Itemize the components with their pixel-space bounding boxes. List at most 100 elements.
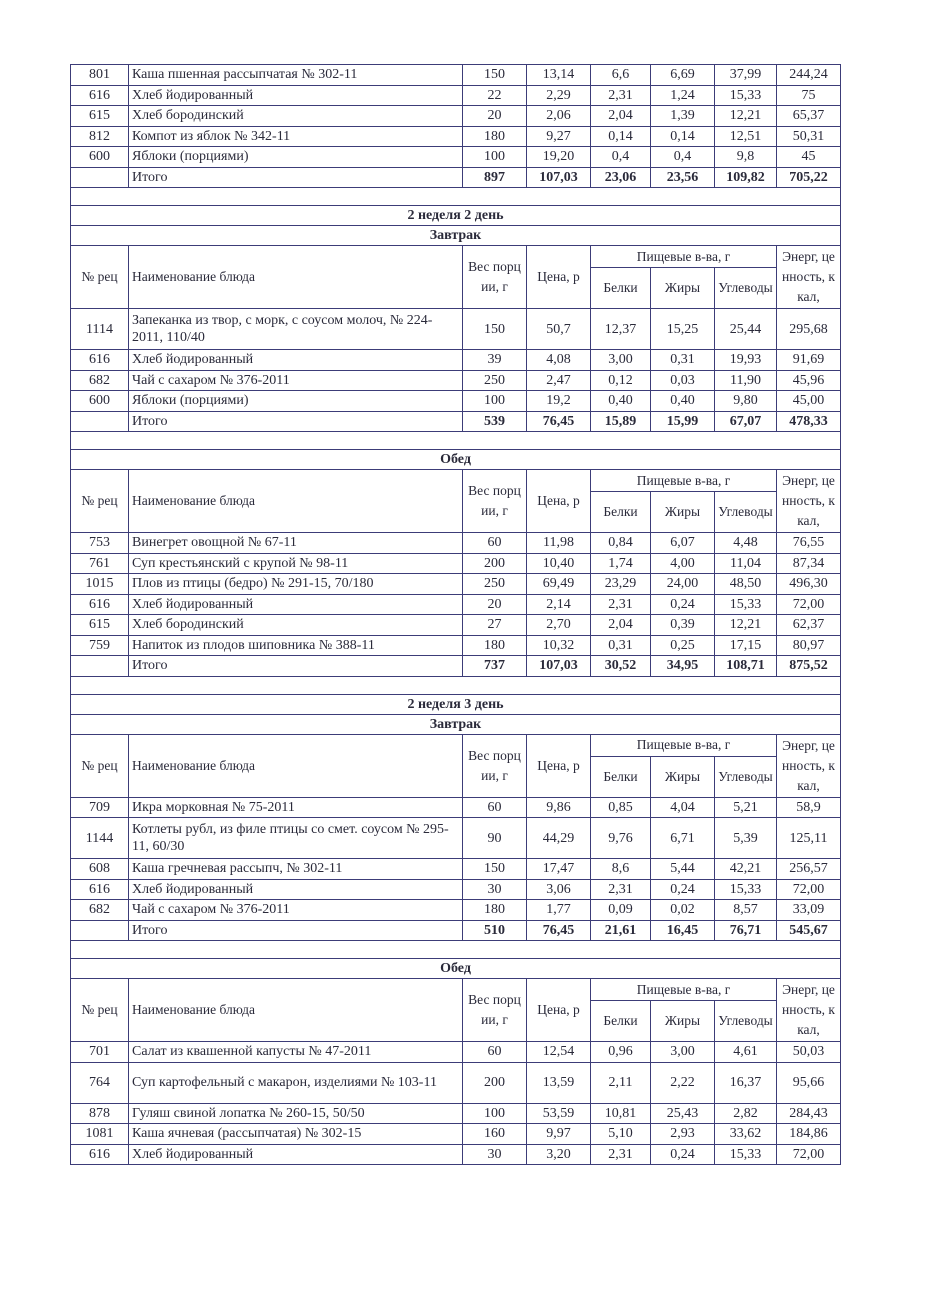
header-price: Цена, р xyxy=(526,245,591,309)
recipe-code-cell: 701 xyxy=(70,1041,129,1063)
header-carbs: Углеводы xyxy=(714,755,777,798)
header-weight: Вес порции, г xyxy=(462,978,527,1042)
protein-cell: 1,74 xyxy=(590,552,651,574)
price-cell: 4,08 xyxy=(526,349,591,371)
recipe-code-cell: 600 xyxy=(70,146,129,168)
recipe-code-cell: 608 xyxy=(70,858,129,880)
header-name: Наименование блюда xyxy=(128,733,463,798)
protein-cell: 21,61 xyxy=(590,919,651,941)
price-cell: 10,32 xyxy=(526,634,591,656)
portion-weight-cell: 200 xyxy=(462,552,527,574)
header-name: Наименование блюда xyxy=(128,469,463,533)
recipe-code-cell: 616 xyxy=(70,1143,129,1165)
table-row: 682 Чай с сахаром № 376-2011 180 1,77 0,09 0,… xyxy=(70,899,841,921)
menu-table: 801 Каша пшенная рассыпчатая № 302-11 150 1… xyxy=(70,64,841,1165)
price-cell: 19,2 xyxy=(526,390,591,412)
recipe-code-cell xyxy=(70,919,129,941)
energy-cell: 50,31 xyxy=(776,125,841,147)
carbs-cell: 108,71 xyxy=(714,655,777,677)
recipe-code-cell: 1015 xyxy=(70,573,129,595)
meal-title-row: Завтрак xyxy=(70,225,841,246)
header-nutrients: Пищевые в-ва, г xyxy=(590,733,777,757)
protein-cell: 2,11 xyxy=(590,1061,651,1104)
dish-name-cell: Суп крестьянский с крупой № 98-11 xyxy=(128,552,463,574)
table-row: 878 Гуляш свиной лопатка № 260-15, 50/50 1… xyxy=(70,1102,841,1124)
recipe-code-cell: 801 xyxy=(70,64,129,86)
protein-cell: 0,40 xyxy=(590,390,651,412)
table-row: 1114 Запеканка из твор, с морк, с соусом … xyxy=(70,308,841,350)
recipe-code-cell: 759 xyxy=(70,634,129,656)
fat-cell: 0,02 xyxy=(650,899,715,921)
carbs-cell: 17,15 xyxy=(714,634,777,656)
recipe-code-cell: 1081 xyxy=(70,1123,129,1145)
fat-cell: 4,04 xyxy=(650,796,715,818)
dish-name-cell: Каша пшенная рассыпчатая № 302-11 xyxy=(128,64,463,86)
meal-title: Завтрак xyxy=(70,713,841,735)
day-title-row: 2 неделя 3 день xyxy=(70,693,841,715)
dish-name-cell: Хлеб йодированный xyxy=(128,349,463,371)
fat-cell: 23,56 xyxy=(650,166,715,188)
table-row: 616 Хлеб йодированный 20 2,14 2,31 0,24 15,33 7… xyxy=(70,593,841,615)
portion-weight-cell: 250 xyxy=(462,369,527,391)
meal-title: Обед xyxy=(70,958,841,979)
table-row: 801 Каша пшенная рассыпчатая № 302-11 150 1… xyxy=(70,64,841,86)
fat-cell: 34,95 xyxy=(650,655,715,677)
portion-weight-cell: 60 xyxy=(462,796,527,818)
price-cell: 3,06 xyxy=(526,878,591,900)
column-subheader-row: Белки Жиры Углеводы xyxy=(71,491,841,533)
header-name: Наименование блюда xyxy=(128,245,463,309)
header-energy: Энерг, ценность, ккал, xyxy=(776,978,841,1042)
column-header-row: № рец Наименование блюда Вес порции, г Цена… xyxy=(70,978,841,1042)
price-cell: 2,29 xyxy=(526,84,591,106)
energy-cell: 62,37 xyxy=(776,614,841,636)
portion-weight-cell: 100 xyxy=(462,146,527,168)
spacer-cell xyxy=(70,431,841,450)
header-carbs: Углеводы xyxy=(714,267,777,309)
table-row: 600 Яблоки (порциями) 100 19,2 0,40 0,40 9,80 4… xyxy=(70,390,841,412)
table-row: 615 Хлеб бородинский 27 2,70 2,04 0,39 12,21 62… xyxy=(70,614,841,636)
portion-weight-cell: 60 xyxy=(462,532,527,554)
carbs-cell: 19,93 xyxy=(714,349,777,371)
table-row: 1081 Каша ячневая (рассыпчатая) № 302-15 1… xyxy=(70,1123,841,1145)
dish-name-cell: Плов из птицы (бедро) № 291-15, 70/180 xyxy=(128,573,463,595)
protein-cell: 6,6 xyxy=(590,64,651,86)
fat-cell: 6,07 xyxy=(650,532,715,554)
recipe-code-cell: 812 xyxy=(70,125,129,147)
price-cell: 2,14 xyxy=(526,593,591,615)
protein-cell: 10,81 xyxy=(590,1102,651,1124)
carbs-cell: 16,37 xyxy=(714,1061,777,1104)
energy-cell: 50,03 xyxy=(776,1041,841,1063)
protein-cell: 2,31 xyxy=(590,84,651,106)
header-fat: Жиры xyxy=(650,1000,715,1042)
table-row: 759 Напиток из плодов шиповника № 388-11 1… xyxy=(70,634,841,656)
protein-cell: 0,96 xyxy=(590,1041,651,1063)
portion-weight-cell: 27 xyxy=(462,614,527,636)
dish-name-cell: Котлеты рубл, из филе птицы со смет. соу… xyxy=(128,817,463,859)
column-subheader-row: Белки Жиры Углеводы xyxy=(71,1000,841,1042)
dish-name-cell: Итого xyxy=(128,410,463,432)
total-row: Итого 539 76,45 15,89 15,99 67,07 478,33 xyxy=(70,410,841,432)
dish-name-cell: Суп картофельный с макарон, изделиями № … xyxy=(128,1061,463,1104)
carbs-cell: 67,07 xyxy=(714,410,777,432)
dish-name-cell: Хлеб бородинский xyxy=(128,105,463,127)
price-cell: 19,20 xyxy=(526,146,591,168)
table-row: 682 Чай с сахаром № 376-2011 250 2,47 0,12 0,… xyxy=(70,369,841,391)
table-row: 616 Хлеб йодированный 39 4,08 3,00 0,31 19,93 9… xyxy=(70,349,841,371)
energy-cell: 33,09 xyxy=(776,899,841,921)
portion-weight-cell: 160 xyxy=(462,1123,527,1145)
price-cell: 76,45 xyxy=(526,410,591,432)
price-cell: 2,06 xyxy=(526,105,591,127)
table-row: 812 Компот из яблок № 342-11 180 9,27 0,14 0,… xyxy=(70,125,841,147)
energy-cell: 295,68 xyxy=(776,308,841,350)
table-row: 709 Икра морковная № 75-2011 60 9,86 0,85 4,0… xyxy=(70,796,841,818)
carbs-cell: 11,90 xyxy=(714,369,777,391)
header-code: № рец xyxy=(70,978,129,1042)
portion-weight-cell: 150 xyxy=(462,308,527,350)
header-price: Цена, р xyxy=(526,733,591,798)
fat-cell: 24,00 xyxy=(650,573,715,595)
energy-cell: 75 xyxy=(776,84,841,106)
energy-cell: 45,00 xyxy=(776,390,841,412)
energy-cell: 95,66 xyxy=(776,1061,841,1104)
energy-cell: 80,97 xyxy=(776,634,841,656)
table-row: 616 Хлеб йодированный 22 2,29 2,31 1,24 15,33 7… xyxy=(70,84,841,106)
